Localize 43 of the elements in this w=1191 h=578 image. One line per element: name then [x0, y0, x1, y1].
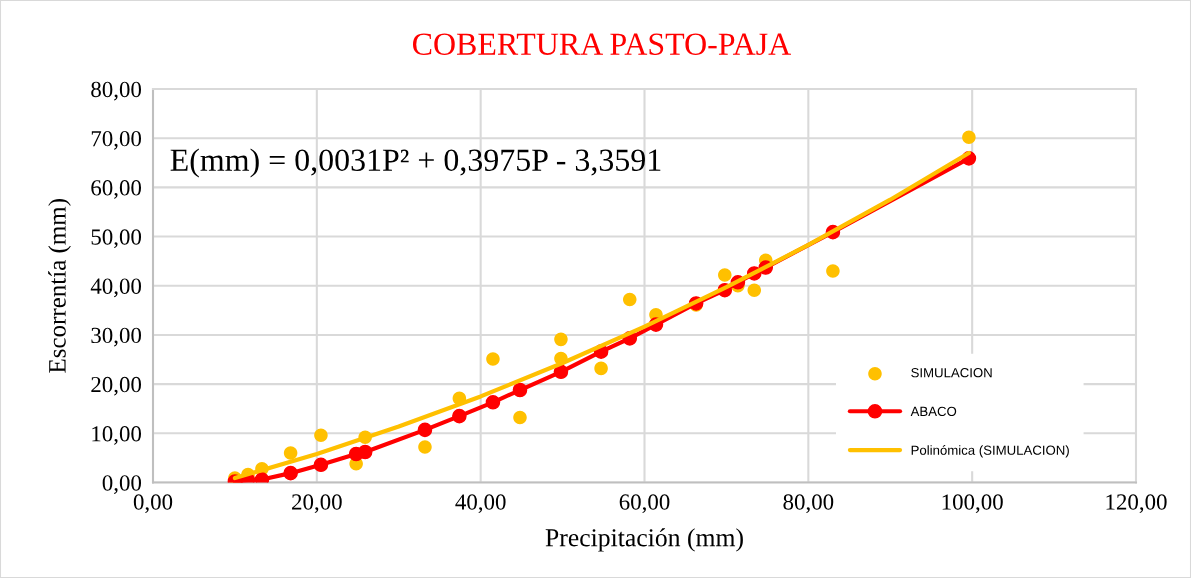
point	[747, 283, 762, 297]
x-tick-label: 120,00	[1106, 494, 1167, 514]
x-tick-label: 20,00	[292, 494, 342, 514]
legend-label: Polinómica (SIMULACION)	[911, 445, 1069, 458]
x-axis-title: Precipitación (mm)	[545, 528, 743, 552]
x-tick-label: 80,00	[783, 494, 834, 514]
legend-label: SIMULACION	[911, 368, 992, 378]
point	[314, 428, 328, 443]
y-tick-label: 20,00	[91, 376, 142, 396]
point	[826, 264, 840, 278]
point	[513, 410, 527, 425]
point	[594, 361, 608, 376]
y-tick-label: 40,00	[90, 278, 142, 298]
point	[417, 422, 433, 438]
point	[622, 292, 637, 307]
point	[553, 364, 569, 380]
y-axis-title: Escorrentía (mm)	[48, 199, 71, 373]
point	[962, 130, 976, 144]
point	[486, 352, 500, 366]
x-tick-label: 100,00	[942, 494, 1003, 514]
annotation: E(mm) = 0,0031P² + 0,3975P - 3,3591	[170, 148, 661, 178]
y-tick-label: 60,00	[91, 180, 142, 199]
point	[512, 382, 528, 398]
y-tick-label: 0,00	[102, 475, 142, 494]
legend-label: ABACO	[910, 406, 957, 417]
x-tick-label: 60,00	[619, 494, 670, 514]
point	[313, 457, 329, 473]
y-tick-label: 10,00	[92, 426, 142, 445]
point	[283, 465, 298, 481]
point	[418, 440, 432, 454]
y-tick-label: 70,00	[91, 130, 142, 150]
point	[357, 444, 373, 460]
point	[554, 332, 568, 347]
point	[718, 268, 732, 282]
point	[452, 408, 467, 424]
x-tick-label: 0,00	[133, 494, 173, 514]
y-tick-label: 30,00	[91, 327, 142, 347]
chart-title: COBERTURA PASTO-PAJA	[413, 33, 791, 55]
point	[485, 395, 501, 410]
point	[283, 446, 298, 460]
y-tick-label: 50,00	[91, 229, 142, 249]
x-tick-label: 40,00	[455, 494, 506, 514]
y-tick-label: 80,00	[91, 81, 142, 101]
